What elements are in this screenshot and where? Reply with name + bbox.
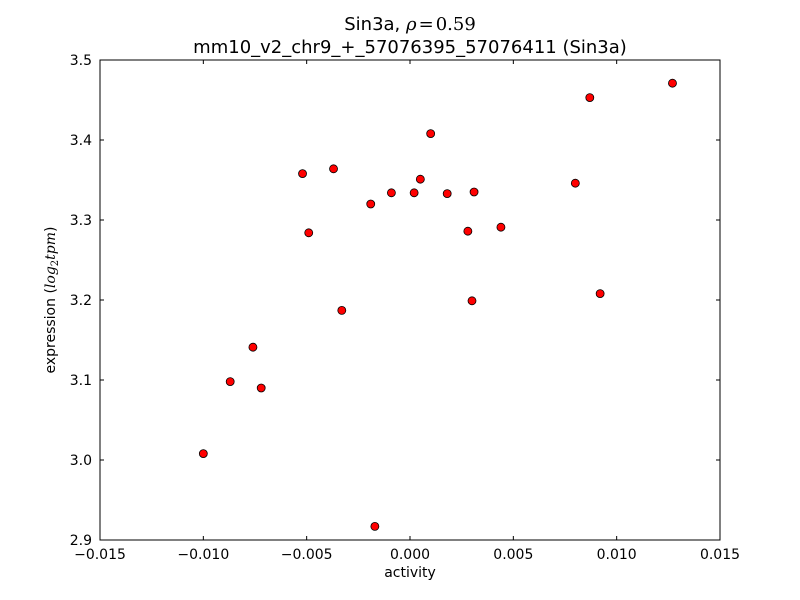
title-rho-value: 0.59 [436,14,476,35]
title-prefix: Sin3a, [344,14,406,35]
x-tick-label: 0.005 [493,547,533,563]
data-point [442,189,452,199]
data-point [570,178,580,188]
data-point [256,383,266,393]
ylabel-log: log [43,266,59,288]
data-point [469,187,479,197]
x-tick-label: 0.000 [390,547,430,563]
ylabel-sub: 2 [50,260,61,266]
data-point [595,289,605,299]
data-point [409,188,419,198]
y-tick-label: 3.4 [70,133,92,149]
data-point [467,296,477,306]
x-tick-label: −0.005 [281,547,333,563]
data-point [370,522,380,531]
data-point [198,449,208,459]
x-tick-label: 0.010 [597,547,637,563]
data-point [585,93,595,102]
data-point [463,226,473,236]
x-tick-label: −0.015 [74,547,126,563]
chart-title-line1: Sin3a, ρ = 0.59 [344,14,476,35]
data-point [298,169,307,179]
x-tick-label: 0.015 [700,547,740,563]
y-tick-label: 3.0 [70,453,92,469]
y-tick-label: 3.1 [70,373,92,389]
data-point [415,174,425,184]
data-points [198,78,677,531]
data-point [337,305,347,315]
data-point [668,78,677,88]
x-axis-ticks: −0.015 −0.010 −0.005 0.000 0.005 0.010 0.015 [74,60,740,563]
data-point [496,222,506,232]
y-tick-label: 3.2 [70,293,92,309]
ylabel-suffix: ) [43,226,59,231]
plot-frame [99,59,721,541]
x-axis-label: activity [384,565,436,581]
x-tick-label: −0.010 [177,547,229,563]
data-point [329,164,338,174]
title-rho-symbol: ρ [405,14,417,35]
data-point [225,377,235,387]
y-tick-label: 3.3 [70,213,92,229]
y-tick-label: 3.5 [70,53,92,69]
y-tick-label: 2.9 [70,533,92,549]
data-point [386,188,396,198]
chart-title-line2: mm10_v2_chr9_+_57076395_57076411 (Sin3a) [193,37,627,58]
y-axis-ticks: 2.9 3.0 3.1 3.2 3.3 3.4 3.5 [70,53,720,549]
ylabel-tpm: tpm [43,232,59,260]
y-axis-label: expression (log2tpm) [43,226,61,373]
data-point [426,129,436,139]
data-point [248,342,258,352]
ylabel-prefix: expression ( [43,288,59,373]
data-point [304,228,314,238]
data-point [366,199,376,209]
title-rho-equals: = [419,14,434,35]
